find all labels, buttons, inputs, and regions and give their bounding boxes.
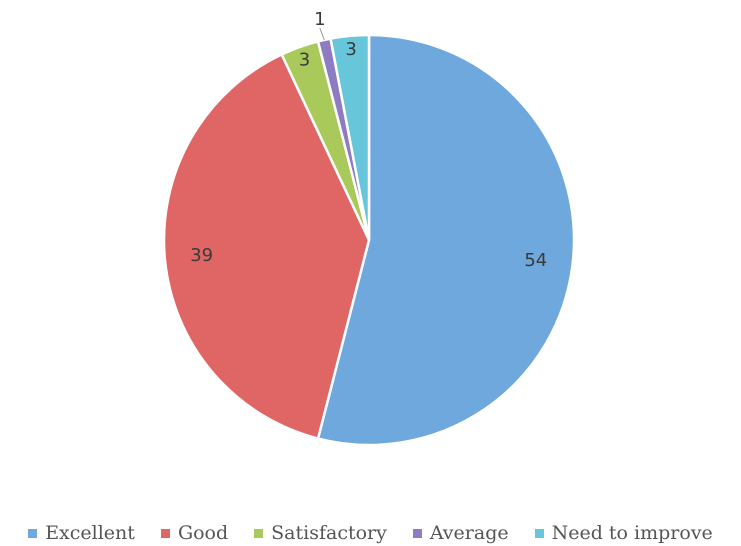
data-label-excellent: 54 [524, 250, 547, 271]
legend-swatch [28, 528, 38, 538]
data-label-average: 1 [314, 9, 325, 30]
legend-item-need-to-improve: Need to improve [534, 522, 713, 544]
legend-item-good: Good [160, 522, 229, 544]
legend-swatch [160, 528, 170, 538]
legend-item-excellent: Excellent [28, 522, 135, 544]
legend-label: Satisfactory [271, 522, 387, 544]
legend: Excellent Good Satisfactory Average Need… [0, 520, 741, 546]
legend-swatch [254, 528, 264, 538]
legend-label: Excellent [45, 522, 135, 544]
pie-slices [162, 33, 576, 447]
data-label-satisfactory: 3 [299, 50, 310, 71]
pie-slice-need-to-improve [329, 33, 371, 241]
legend-item-satisfactory: Satisfactory [254, 522, 387, 544]
legend-label: Good [177, 522, 229, 544]
legend-item-average: Average [412, 522, 509, 544]
legend-label: Average [429, 522, 509, 544]
data-labels: 54 39 313 [190, 9, 547, 271]
legend-label: Need to improve [551, 522, 713, 544]
legend-swatch [534, 528, 544, 538]
pie-slice-excellent [316, 33, 576, 447]
leader-line [319, 27, 325, 41]
data-label-good: 39 [190, 245, 213, 266]
legend-swatch [412, 528, 422, 538]
pie-slice-good [162, 52, 371, 441]
data-label-need-to-improve: 3 [345, 39, 356, 60]
